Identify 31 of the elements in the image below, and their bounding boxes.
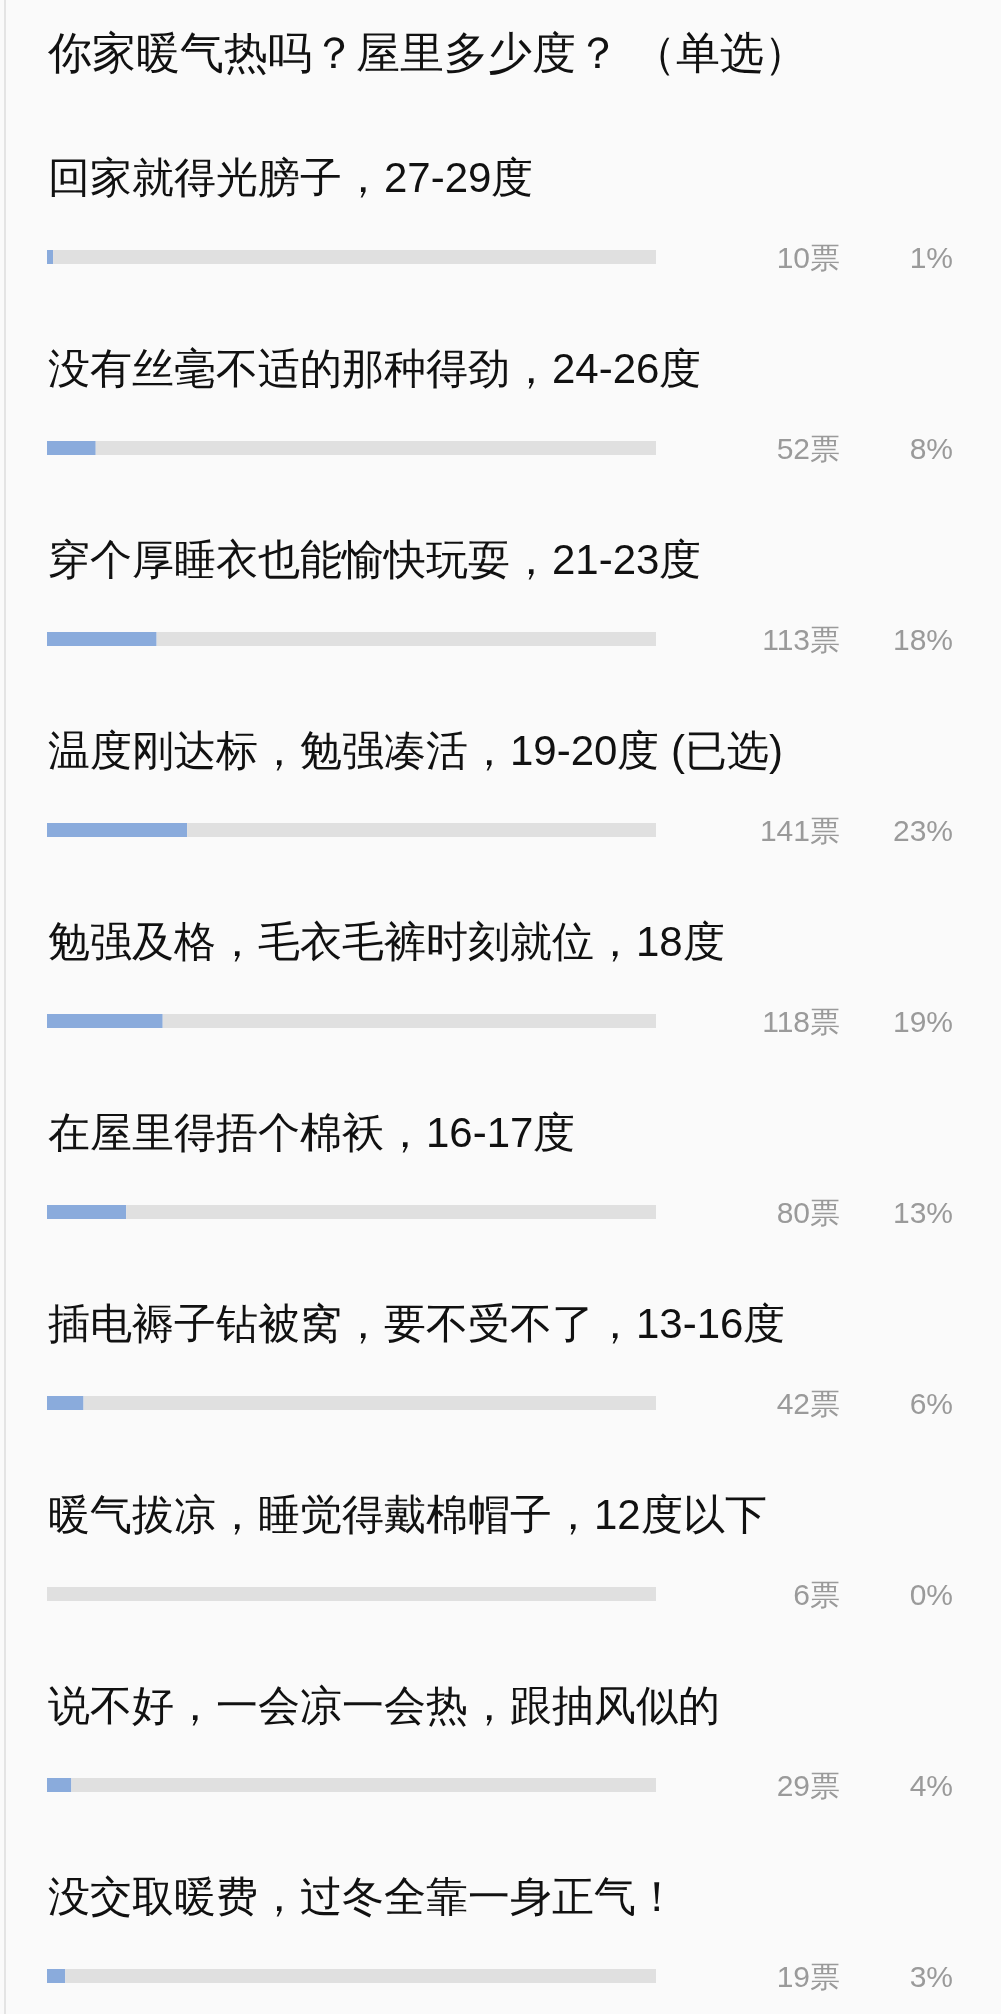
annotation: 118票 bbox=[762, 1004, 840, 1038]
category-label: 在屋里得捂个棉袄，16-17度 bbox=[48, 1108, 576, 1156]
category-label: 没有丝毫不适的那种得劲，24-26度 bbox=[48, 344, 702, 392]
annotation: 29票 bbox=[776, 1768, 840, 1802]
category-label: 没交取暖费，过冬全靠一身正气！ bbox=[48, 1872, 678, 1920]
category-label: 穿个厚睡衣也能愉快玩耍，21-23度 bbox=[48, 535, 702, 583]
value-label: 3% bbox=[909, 1959, 953, 1993]
value-label: 1% bbox=[909, 240, 953, 274]
category-label: 插电褥子钻被窝，要不受不了，13-16度 bbox=[48, 1299, 786, 1347]
category-label: 回家就得光膀子，27-29度 bbox=[48, 153, 534, 201]
value-label: 19% bbox=[892, 1004, 953, 1038]
category-label: 暖气拔凉，睡觉得戴棉帽子，12度以下 bbox=[48, 1490, 767, 1538]
value-label: 23% bbox=[892, 813, 953, 847]
value-label: 4% bbox=[909, 1768, 953, 1802]
annotation: 80票 bbox=[776, 1195, 840, 1229]
value-label: 8% bbox=[909, 431, 953, 465]
value-label: 6% bbox=[909, 1386, 953, 1420]
annotation: 141票 bbox=[759, 813, 840, 847]
value-label: 18% bbox=[892, 622, 953, 656]
annotation: 19票 bbox=[776, 1959, 840, 1993]
category-label: 温度刚达标，勉强凑活，19-20度 (已选) bbox=[48, 726, 784, 774]
category-label: 说不好，一会凉一会热，跟抽风似的 bbox=[48, 1681, 720, 1729]
annotation: 6票 bbox=[793, 1577, 840, 1611]
value-label: 0% bbox=[909, 1577, 953, 1611]
annotation: 10票 bbox=[776, 240, 840, 274]
annotation: 42票 bbox=[776, 1386, 840, 1420]
category-label: 勉强及格，毛衣毛裤时刻就位，18度 bbox=[48, 917, 725, 965]
value-label: 13% bbox=[892, 1195, 953, 1229]
annotation: 52票 bbox=[776, 431, 840, 465]
title: 你家暖气热吗？屋里多少度？ （单选） bbox=[48, 27, 809, 77]
annotation: 113票 bbox=[762, 622, 840, 656]
